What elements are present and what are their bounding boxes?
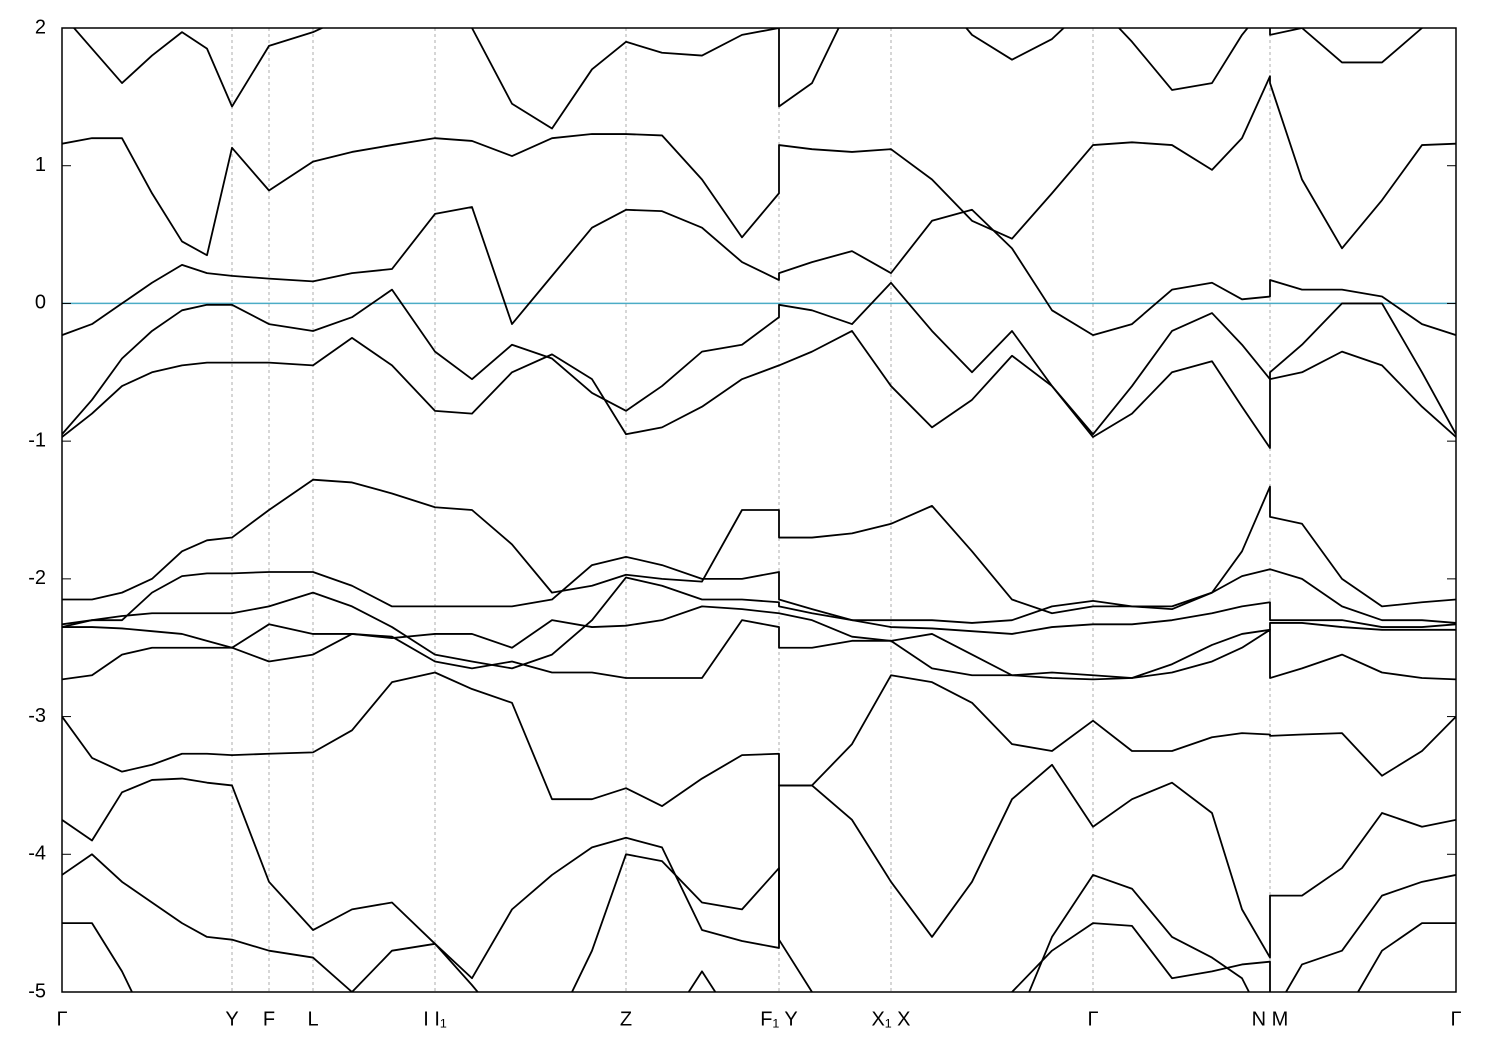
- band-line: [62, 671, 1456, 807]
- band-line: [62, 478, 1456, 615]
- x-tick-label: F₁ Y: [760, 1008, 798, 1030]
- band-line: [62, 576, 1456, 670]
- band-line: [62, 330, 1456, 449]
- band-line: [62, 619, 1456, 681]
- x-tick-label: F: [263, 1008, 275, 1030]
- band-line: [62, 75, 1456, 257]
- x-tick-label: Z: [620, 1008, 632, 1030]
- x-tick-label: Γ: [1087, 1008, 1098, 1030]
- x-tick-label: X₁ X: [872, 1008, 911, 1030]
- band-line: [62, 605, 1456, 679]
- x-tick-label: I I₁: [423, 1008, 447, 1030]
- bands: [62, 28, 1456, 992]
- y-tick-label: 0: [35, 292, 46, 314]
- y-tick-label: 2: [35, 16, 46, 38]
- band-line: [62, 206, 1456, 337]
- x-tick-label: N M: [1252, 1008, 1289, 1030]
- y-tick-label: -3: [28, 705, 46, 727]
- band-line: [62, 874, 1456, 992]
- axis-labels: -5 -4 -3 -2 -1 0 1 2 Γ Y F L I I₁ Z F₁ Y X₁ X Γ N M Γ: [28, 16, 1461, 1030]
- band-line: [62, 763, 1456, 980]
- y-tick-label: 1: [35, 154, 46, 176]
- y-tick-label: -4: [28, 843, 46, 865]
- band-line: [72, 28, 1424, 130]
- y-tick-label: -5: [28, 980, 46, 1002]
- x-tick-label: Y: [225, 1008, 238, 1030]
- x-tick-label: Γ: [1450, 1008, 1461, 1030]
- y-tick-label: -2: [28, 567, 46, 589]
- plot-frame: [61, 27, 1457, 993]
- band-line: [62, 281, 1456, 436]
- band-line: [62, 555, 1456, 626]
- x-tick-label: L: [307, 1008, 318, 1030]
- x-tick-label: Γ: [56, 1008, 67, 1030]
- band-line: [62, 853, 1456, 992]
- y-tick-label: -1: [28, 429, 46, 451]
